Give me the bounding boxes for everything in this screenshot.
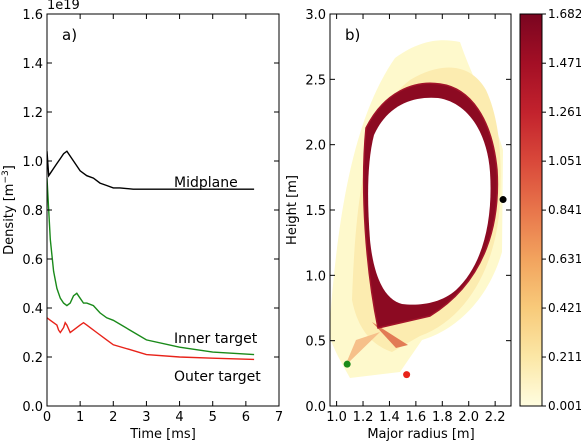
b-xtick-label: 1.6 xyxy=(406,410,427,425)
outer-divertor-leg xyxy=(372,322,408,348)
a-ytick-label: 0.0 xyxy=(22,400,43,415)
a-ytick-label: 0.4 xyxy=(22,302,43,317)
colorbar-tick-label: 1.261 xyxy=(548,105,581,119)
panel-a-frame xyxy=(46,13,280,407)
midplane-point xyxy=(499,196,507,204)
panel-b-xlabel: Major radius [m] xyxy=(367,427,474,441)
a-ytick-label: 1.4 xyxy=(22,57,43,72)
a-xtick-label: 6 xyxy=(242,410,250,425)
a-ytick-label: 0.2 xyxy=(22,351,43,366)
b-ytick-label: 1.5 xyxy=(305,204,326,219)
panel-a-ylabel-sup: −3 xyxy=(1,170,11,183)
a-xtick-label: 5 xyxy=(209,410,217,425)
inner-target-point xyxy=(343,360,351,368)
a-xtick-label: 0 xyxy=(43,410,51,425)
panel-a-ylabel: Density [m−3] xyxy=(1,165,17,255)
a-ytick-label: 0.6 xyxy=(22,253,43,268)
colorbar-tick-label: 0.001 xyxy=(548,399,581,413)
colorbar-ticks: 0.001 0.211 0.421 0.631 0.841 1.051 1.261 1.471… xyxy=(542,7,581,413)
b-ytick-label: 2.5 xyxy=(305,73,326,88)
b-ytick-label: 2.0 xyxy=(305,139,326,154)
b-ytick-label: 0.5 xyxy=(305,335,326,350)
panel-b-label: b) xyxy=(345,26,360,44)
panel-a: 0 1 2 3 4 5 6 7 0.0 0.2 0.4 0.6 0.8 1.0 1.2 1.4 1.6 1e19… xyxy=(1,0,283,441)
a-xtick-label: 7 xyxy=(275,410,283,425)
a-ytick-label: 1.2 xyxy=(22,106,43,121)
outer-target-point xyxy=(403,371,411,379)
outer-target-label: Outer target xyxy=(174,369,261,385)
midplane-label: Midplane xyxy=(174,175,238,191)
b-ytick-label: 0.0 xyxy=(305,400,326,415)
inner-divertor-leg xyxy=(345,332,380,366)
b-ytick-label: 1.0 xyxy=(305,269,326,284)
panel-b-points xyxy=(343,196,507,379)
a-ytick-label: 1.6 xyxy=(22,8,43,23)
series-line-2 xyxy=(47,317,255,361)
series-line-0 xyxy=(47,150,255,190)
a-ytick-label: 1.0 xyxy=(22,155,43,170)
panel-b-ylabel: Height [m] xyxy=(285,175,300,245)
a-xtick-label: 3 xyxy=(142,410,150,425)
core-region xyxy=(368,97,491,305)
a-xtick-label: 4 xyxy=(175,410,183,425)
a-ytick-label: 0.8 xyxy=(22,204,43,219)
colorbar-tick-label: 1.682 xyxy=(548,7,581,21)
panel-a-multiplier: 1e19 xyxy=(47,0,80,13)
colorbar-tick-label: 1.051 xyxy=(548,154,581,168)
panel-a-xlabel: Time [ms] xyxy=(129,427,196,441)
panel-a-ylabel-main: Density [m xyxy=(2,184,17,255)
panel-a-ylabel-end: ] xyxy=(2,165,17,170)
b-xtick-label: 2.0 xyxy=(458,410,479,425)
panel-a-series xyxy=(47,150,255,361)
colorbar-tick-label: 0.631 xyxy=(548,252,581,266)
series-line-1 xyxy=(47,178,255,356)
b-xtick-label: 1.0 xyxy=(326,410,347,425)
b-xtick-label: 1.2 xyxy=(353,410,374,425)
panel-a-label: a) xyxy=(62,26,77,44)
b-xtick-label: 1.8 xyxy=(432,410,453,425)
panel-b: 1.0 1.2 1.4 1.6 1.8 2.0 2.2 0.0 0.5 1.0 1.5 2.0 2.5 3… xyxy=(285,8,512,441)
a-xtick-label: 1 xyxy=(76,410,84,425)
b-ytick-label: 3.0 xyxy=(305,8,326,23)
colorbar-scale xyxy=(519,13,543,407)
colorbar-tick-label: 0.421 xyxy=(548,301,581,315)
a-xtick-label: 2 xyxy=(109,410,117,425)
panel-b-map xyxy=(330,40,503,378)
colorbar-tick-label: 0.211 xyxy=(548,350,581,364)
b-xtick-label: 1.4 xyxy=(379,410,400,425)
colorbar-tick-label: 1.471 xyxy=(548,56,581,70)
inner-target-label: Inner target xyxy=(174,331,258,347)
panel-a-ticks: 0 1 2 3 4 5 6 7 0.0 0.2 0.4 0.6 0.8 1.0 1.2 1.4 1.6 xyxy=(22,8,283,425)
b-xtick-label: 2.2 xyxy=(485,410,506,425)
colorbar-tick-label: 0.841 xyxy=(548,203,581,217)
panel-b-ticks: 1.0 1.2 1.4 1.6 1.8 2.0 2.2 0.0 0.5 1.0 1.5 2.0 2.5 3… xyxy=(305,8,511,425)
colorbar: 0.001 0.211 0.421 0.631 0.841 1.051 1.261 1.471… xyxy=(519,7,581,413)
